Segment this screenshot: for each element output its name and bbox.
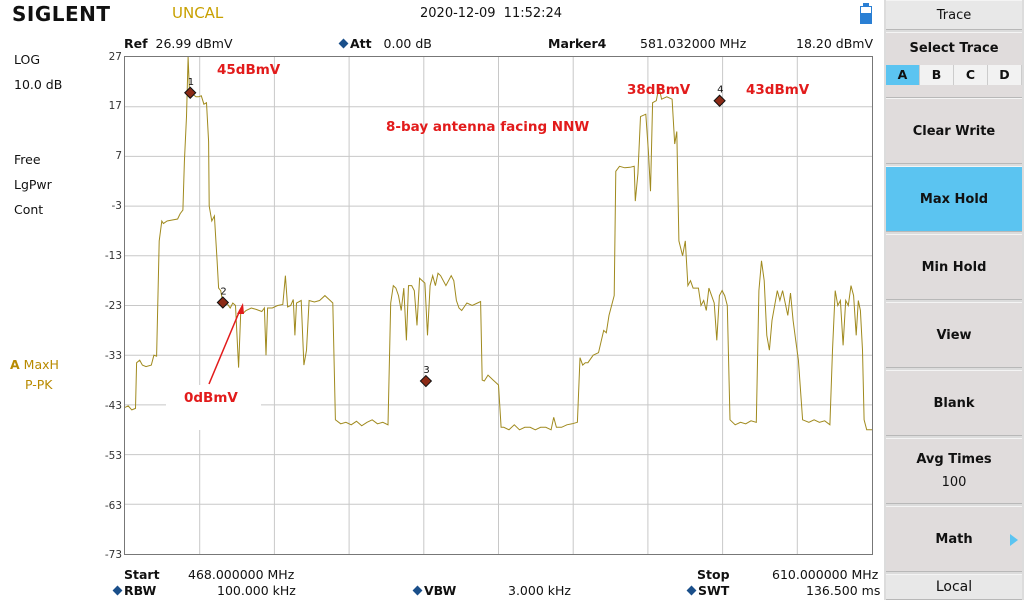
trace-option-c[interactable]: C bbox=[954, 65, 988, 85]
marker-2[interactable] bbox=[216, 296, 230, 309]
annotation-45dbmv: 45dBmV bbox=[217, 62, 281, 78]
trace-option-b[interactable]: B bbox=[920, 65, 954, 85]
y-tick-label: -33 bbox=[104, 350, 122, 362]
stop-frequency[interactable]: 610.000000 MHz bbox=[772, 567, 879, 582]
att-value: 0.00 dB bbox=[383, 36, 432, 51]
view-label: View bbox=[936, 327, 972, 343]
y-tick-label: -3 bbox=[111, 200, 122, 212]
annotation-box bbox=[166, 385, 261, 430]
rbw-label: RBW bbox=[124, 583, 157, 598]
trace-selector: A B C D bbox=[886, 65, 1022, 85]
marker-1[interactable] bbox=[184, 86, 197, 99]
brand-logo: SIGLENT bbox=[12, 2, 111, 26]
marker-label-3: 3 bbox=[423, 365, 429, 376]
sweep-mode: Cont bbox=[14, 202, 44, 217]
att-label: Att bbox=[350, 36, 372, 51]
run-mode: Free bbox=[14, 152, 41, 167]
uncal-status: UNCAL bbox=[172, 4, 224, 22]
clear-write-button[interactable]: Clear Write bbox=[886, 98, 1022, 164]
panel-title: Trace bbox=[886, 0, 1022, 30]
swt-info[interactable]: SWT bbox=[686, 583, 730, 598]
trace-letter: A bbox=[10, 357, 20, 372]
marker-level: 18.20 dBmV bbox=[796, 36, 873, 51]
local-button[interactable]: Local bbox=[886, 574, 1022, 600]
select-trace-label: Select Trace bbox=[909, 41, 999, 56]
scale-type: LOG bbox=[14, 52, 41, 67]
annotation-38dbmv: 38dBmV bbox=[627, 82, 691, 98]
ref-value: 26.99 dBmV bbox=[155, 36, 233, 51]
trace-detector: P-PK bbox=[25, 377, 53, 392]
marker-label-4: 4 bbox=[717, 85, 723, 96]
trace-option-a[interactable]: A bbox=[886, 65, 920, 85]
y-tick-label: 17 bbox=[108, 100, 122, 112]
softkey-panel: Trace Select Trace A B C D Clear Write M… bbox=[884, 0, 1024, 600]
blank-label: Blank bbox=[933, 395, 975, 411]
annotation-0dbmv-label: 0dBmV bbox=[184, 390, 238, 406]
y-tick-label: -43 bbox=[104, 400, 122, 412]
scale-div: 10.0 dB bbox=[14, 77, 63, 92]
clear-write-label: Clear Write bbox=[912, 123, 996, 139]
detector-type: LgPwr bbox=[14, 177, 52, 192]
vbw-label: VBW bbox=[424, 583, 457, 598]
trace-mode: MaxH bbox=[23, 357, 59, 372]
annotation-43dbmv: 43dBmV bbox=[746, 82, 810, 98]
diamond-icon bbox=[686, 585, 697, 596]
trace-option-d[interactable]: D bbox=[988, 65, 1022, 85]
vbw-value: 3.000 kHz bbox=[508, 583, 571, 598]
chevron-right-icon bbox=[1010, 534, 1018, 546]
math-label: Math bbox=[935, 531, 973, 547]
y-tick-label: 7 bbox=[115, 150, 122, 162]
y-tick-label: 27 bbox=[108, 51, 122, 63]
min-hold-label: Min Hold bbox=[921, 259, 987, 275]
math-button[interactable]: Math bbox=[886, 506, 1022, 572]
rbw-info[interactable]: RBW bbox=[112, 583, 157, 598]
marker-label-1: 1 bbox=[188, 77, 194, 88]
annotation-antenna: 8-bay antenna facing NNW bbox=[386, 119, 590, 135]
min-hold-button[interactable]: Min Hold bbox=[886, 234, 1022, 300]
swt-label: SWT bbox=[698, 583, 730, 598]
avg-times-value: 100 bbox=[941, 475, 967, 490]
start-label: Start bbox=[124, 567, 160, 582]
y-tick-label: -13 bbox=[104, 250, 122, 262]
select-trace-button[interactable]: Select Trace A B C D bbox=[886, 32, 1022, 98]
marker-label-2: 2 bbox=[220, 287, 226, 298]
y-tick-label: -63 bbox=[104, 500, 122, 512]
ref-level: Ref 26.99 dBmV bbox=[124, 36, 233, 51]
marker-label: Marker4 bbox=[548, 36, 607, 51]
annotation-arrow-icon bbox=[208, 303, 244, 385]
avg-times-label: Avg Times bbox=[916, 452, 992, 467]
vbw-info[interactable]: VBW bbox=[412, 583, 457, 598]
view-button[interactable]: View bbox=[886, 302, 1022, 368]
diamond-icon bbox=[338, 38, 349, 49]
diamond-icon bbox=[412, 585, 423, 596]
avg-times-button[interactable]: Avg Times 100 bbox=[886, 438, 1022, 504]
marker-3[interactable] bbox=[419, 374, 433, 388]
stop-label: Stop bbox=[697, 567, 730, 582]
blank-button[interactable]: Blank bbox=[886, 370, 1022, 436]
max-hold-label: Max Hold bbox=[919, 191, 989, 207]
marker-frequency: 581.032000 MHz bbox=[640, 36, 747, 51]
datetime: 2020-12-09 11:52:24 bbox=[420, 6, 563, 21]
y-tick-label: -73 bbox=[104, 549, 122, 561]
trace-status: A MaxH bbox=[10, 357, 59, 372]
y-tick-label: -23 bbox=[104, 300, 122, 312]
swt-value: 136.500 ms bbox=[806, 583, 881, 598]
y-tick-label: -53 bbox=[104, 450, 122, 462]
ref-label: Ref bbox=[124, 36, 148, 51]
panel-title-text: Trace bbox=[936, 7, 972, 23]
max-hold-button[interactable]: Max Hold bbox=[886, 166, 1022, 232]
marker-4[interactable] bbox=[713, 94, 726, 107]
attenuation: Att 0.00 dB bbox=[338, 36, 432, 51]
battery-icon bbox=[860, 3, 872, 24]
active-marker: Marker4 bbox=[548, 36, 606, 51]
local-label: Local bbox=[935, 579, 973, 595]
diamond-icon bbox=[112, 585, 123, 596]
start-frequency[interactable]: 468.000000 MHz bbox=[188, 567, 295, 582]
rbw-value: 100.000 kHz bbox=[217, 583, 296, 598]
